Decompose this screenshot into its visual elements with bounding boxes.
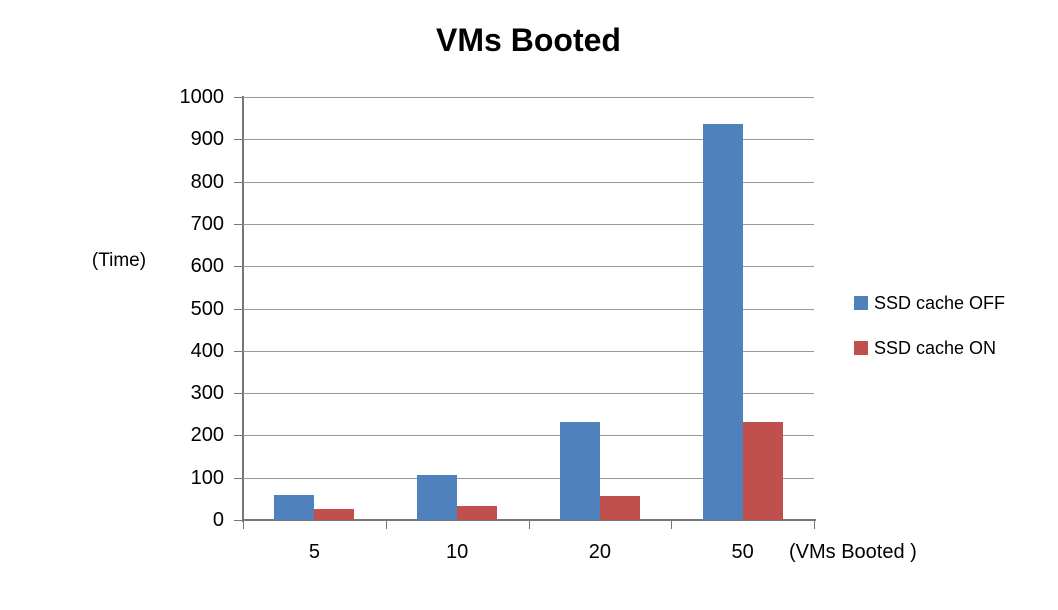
gridline-500: [243, 308, 814, 310]
bar-ssd-cache-on-5: [314, 508, 355, 520]
y-tick-mark: [234, 139, 242, 141]
y-tick-label: 500: [190, 297, 224, 320]
bar-ssd-cache-off-20: [559, 422, 600, 520]
chart-title: VMs Booted: [436, 22, 621, 58]
y-tick-mark: [234, 520, 242, 521]
x-tick-mark: [814, 521, 815, 529]
legend-swatch-ssd-cache-on: [854, 341, 868, 355]
legend-label-ssd-cache-on: SSD cache ON: [874, 338, 997, 358]
y-tick-label: 100: [190, 466, 224, 489]
bar-ssd-cache-off-10: [417, 475, 458, 520]
y-tick-mark: [234, 223, 242, 225]
gridline-900: [243, 139, 814, 141]
x-tick-label: 20: [588, 541, 611, 563]
y-tick-mark: [234, 308, 242, 310]
gridline-700: [243, 223, 814, 225]
y-tick-label: 400: [190, 339, 224, 362]
gridline-400: [243, 350, 814, 352]
y-tick-mark: [234, 435, 242, 437]
y-tick-label: 900: [190, 128, 224, 151]
gridline-200: [243, 435, 814, 437]
legend-item-ssd-cache-on: SSD cache ON: [854, 339, 996, 357]
y-tick-label: 200: [190, 424, 224, 447]
x-tick-mark: [528, 521, 530, 529]
y-tick-mark: [234, 181, 242, 183]
gridline-600: [243, 266, 814, 268]
x-tick-mark: [671, 521, 673, 529]
bar-ssd-cache-on-10: [457, 506, 498, 520]
gridline-300: [243, 393, 814, 395]
y-tick-label: 300: [190, 382, 224, 405]
plot-area: [243, 97, 814, 520]
y-tick-mark: [234, 477, 242, 479]
x-tick-label: 10: [446, 541, 469, 563]
y-axis-caption: (Time): [91, 250, 147, 271]
y-tick-label: 1000: [179, 86, 225, 108]
x-tick-label: 5: [308, 541, 320, 563]
gridline-800: [243, 181, 814, 183]
x-axis-line: [242, 519, 816, 521]
x-tick-mark: [385, 521, 387, 529]
y-tick-label: 800: [190, 170, 224, 193]
y-tick-mark: [234, 97, 242, 98]
y-tick-mark: [234, 393, 242, 395]
y-tick-label: 0: [212, 509, 224, 531]
bar-ssd-cache-off-5: [274, 495, 315, 520]
legend-item-ssd-cache-off: SSD cache OFF: [854, 294, 1005, 312]
legend-swatch-ssd-cache-off: [854, 296, 868, 310]
x-tick-mark: [243, 521, 244, 529]
legend-label-ssd-cache-off: SSD cache OFF: [874, 293, 1006, 313]
x-tick-label: 50: [731, 541, 754, 563]
x-axis-caption: (VMs Booted ): [789, 541, 917, 563]
gridline-1000: [243, 97, 814, 98]
gridline-100: [243, 477, 814, 479]
y-tick-label: 600: [190, 255, 224, 278]
y-tick-mark: [234, 350, 242, 352]
bar-ssd-cache-on-20: [599, 495, 640, 520]
y-tick-label: 700: [190, 212, 224, 235]
y-tick-mark: [234, 266, 242, 268]
bar-ssd-cache-off-50: [702, 124, 743, 520]
bar-ssd-cache-on-50: [742, 422, 783, 520]
